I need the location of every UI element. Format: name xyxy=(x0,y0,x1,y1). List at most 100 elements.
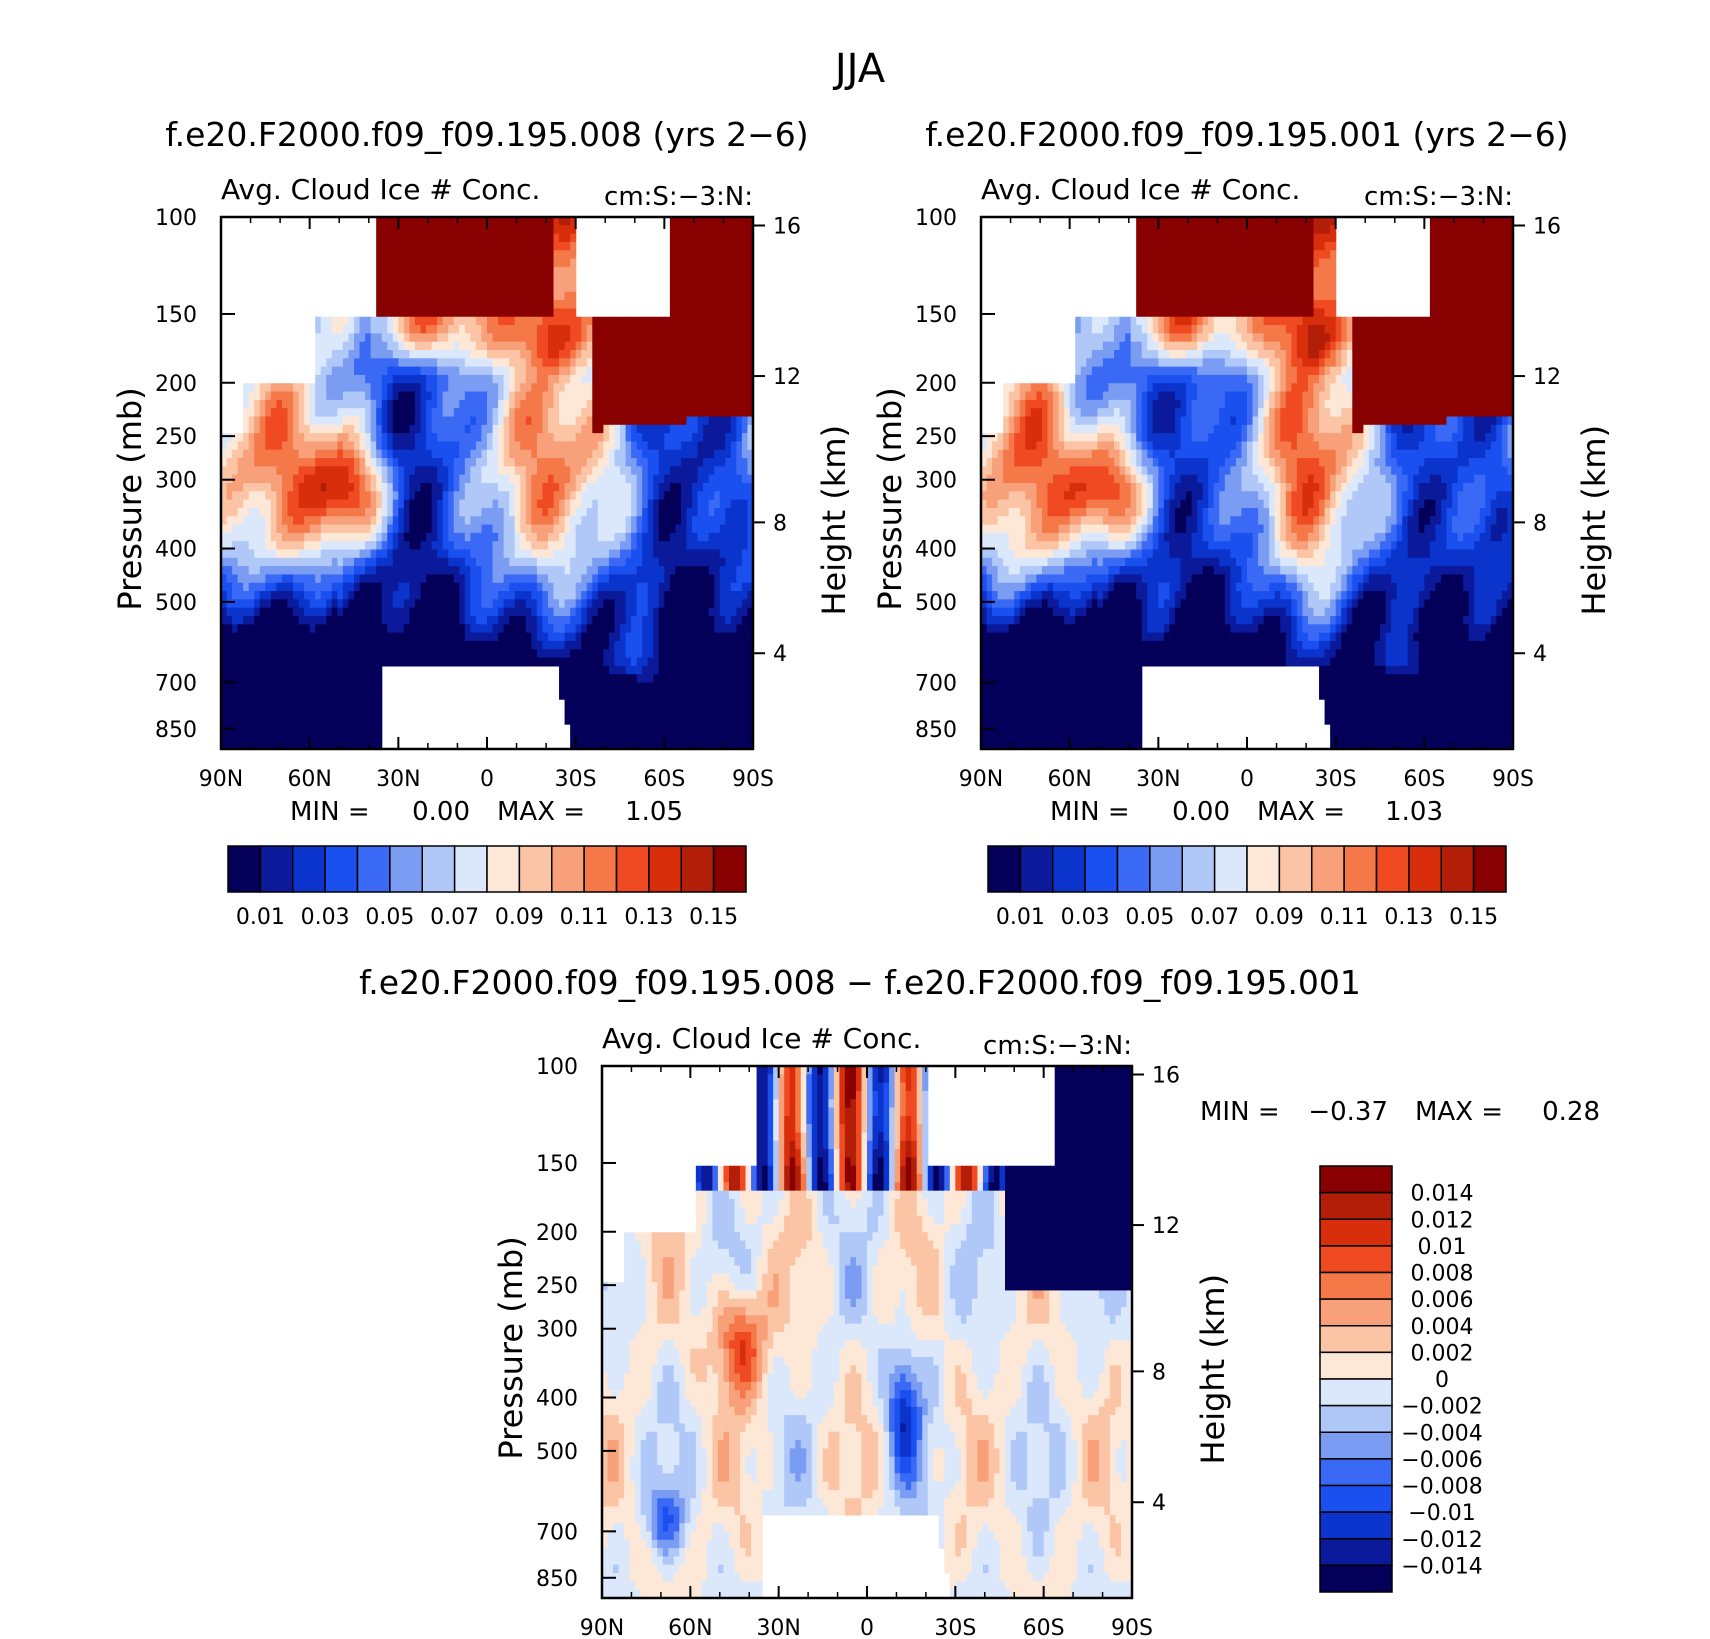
colorbar-swatch xyxy=(486,845,521,893)
colorbar-swatch xyxy=(1319,1165,1393,1194)
colorbar-swatch xyxy=(1408,845,1442,893)
colorbar-swatch xyxy=(389,845,423,893)
y-tick-label: 250 xyxy=(915,425,957,450)
y-right-tick-label: 16 xyxy=(1152,1064,1180,1089)
x-tick-label: 30S xyxy=(934,1616,976,1639)
chart-panel-3: f.e20.F2000.f09_f09.195.008 − f.e20.F200… xyxy=(359,963,1600,1639)
colorbar-swatch xyxy=(1319,1191,1393,1220)
colorbar-swatch xyxy=(1319,1218,1393,1247)
colorbar-label: −0.012 xyxy=(1401,1528,1482,1553)
x-tick-label: 30S xyxy=(1315,767,1357,792)
colorbar-label: 0.01 xyxy=(236,905,285,930)
y-axis-label: Pressure (mb) xyxy=(111,387,149,610)
y-axis-label-right: Height (km) xyxy=(1194,1274,1232,1465)
colorbar-swatch xyxy=(356,845,391,893)
contour-field xyxy=(981,217,1513,749)
panel-subtitle-left: Avg. Cloud Ice # Conc. xyxy=(981,173,1300,206)
colorbar-swatch xyxy=(1311,845,1345,893)
colorbar-swatch xyxy=(518,845,553,893)
colorbar-swatch xyxy=(1319,1271,1393,1300)
y-tick-label: 700 xyxy=(155,671,197,696)
y-axis-label-right: Height (km) xyxy=(1575,425,1613,616)
colorbar-label: 0.014 xyxy=(1411,1182,1474,1207)
x-tick-label: 90N xyxy=(959,767,1003,792)
colorbar-label: 0.13 xyxy=(624,905,673,930)
colorbar-label: 0.03 xyxy=(301,905,350,930)
x-tick-label: 90N xyxy=(199,767,243,792)
x-tick-label: 60N xyxy=(668,1616,712,1639)
y-right-tick-label: 12 xyxy=(1533,365,1561,390)
colorbar-swatch xyxy=(1319,1431,1393,1460)
colorbar-label: 0.002 xyxy=(1411,1341,1474,1366)
colorbar-swatch xyxy=(1319,1511,1393,1540)
panel-subtitle-right: cm:S:−3:N: xyxy=(604,182,753,212)
colorbar-swatch xyxy=(1319,1404,1393,1433)
chart-panel-1: f.e20.F2000.f09_f09.195.008 (yrs 2−6) Avg… xyxy=(111,115,853,827)
y-tick-label: 250 xyxy=(536,1274,578,1299)
y-right-tick-label: 4 xyxy=(1152,1491,1166,1516)
colorbar-swatch xyxy=(987,845,1022,893)
x-tick-label: 30N xyxy=(1136,767,1180,792)
colorbar-swatch xyxy=(1472,845,1507,893)
x-tick-label: 60S xyxy=(1023,1616,1065,1639)
colorbar-label: 0.07 xyxy=(430,905,479,930)
y-tick-label: 500 xyxy=(915,591,957,616)
colorbar-swatch xyxy=(421,845,456,893)
colorbar-swatch xyxy=(648,845,682,893)
colorbar-label: 0.11 xyxy=(560,905,609,930)
colorbar-label: −0.014 xyxy=(1401,1554,1482,1579)
panel-subtitle-right: cm:S:−3:N: xyxy=(983,1031,1132,1061)
colorbar-swatch xyxy=(1052,845,1086,893)
colorbar-label: 0 xyxy=(1435,1368,1449,1393)
colorbar-swatch xyxy=(1319,1378,1393,1407)
colorbar-swatch xyxy=(453,845,488,893)
colorbar-label: 0.05 xyxy=(1125,905,1174,930)
max-label: MAX = xyxy=(1257,797,1345,827)
y-tick-label: 150 xyxy=(155,303,197,328)
panel-title: f.e20.F2000.f09_f09.195.008 − f.e20.F200… xyxy=(359,963,1361,1002)
colorbar-swatch xyxy=(1319,1458,1393,1487)
max-value: 0.28 xyxy=(1542,1097,1600,1127)
y-axis-label: Pressure (mb) xyxy=(492,1236,530,1459)
colorbar-swatch xyxy=(615,845,650,893)
min-label: MIN = xyxy=(1200,1097,1280,1127)
colorbar-label: −0.008 xyxy=(1401,1475,1482,1500)
colorbar-label: −0.004 xyxy=(1401,1421,1482,1446)
colorbar-label: 0.07 xyxy=(1190,905,1239,930)
colorbar-swatch xyxy=(1319,1245,1393,1274)
x-tick-label: 0 xyxy=(1240,767,1254,792)
y-tick-label: 100 xyxy=(155,206,197,231)
colorbar-swatch xyxy=(1343,845,1378,893)
colorbar-label: 0.012 xyxy=(1411,1208,1474,1233)
colorbar-label: 0.01 xyxy=(1418,1235,1467,1260)
y-tick-label: 700 xyxy=(915,671,957,696)
min-label: MIN = xyxy=(290,797,370,827)
colorbar-label: 0.09 xyxy=(495,905,544,930)
x-tick-label: 90S xyxy=(1492,767,1534,792)
y-tick-label: 400 xyxy=(155,538,197,563)
max-label: MAX = xyxy=(497,797,585,827)
colorbar-label: 0.008 xyxy=(1411,1262,1474,1287)
colorbar-swatch xyxy=(259,845,294,893)
colorbar: 0.0140.0120.010.0080.0060.0040.0020−0.00… xyxy=(1319,1165,1483,1593)
colorbar-swatch xyxy=(324,845,359,893)
y-tick-label: 850 xyxy=(155,718,197,743)
y-right-tick-label: 4 xyxy=(1533,642,1547,667)
colorbar-swatch xyxy=(1246,845,1281,893)
panel-subtitle-left: Avg. Cloud Ice # Conc. xyxy=(221,173,540,206)
y-tick-label: 300 xyxy=(536,1318,578,1343)
y-tick-label: 300 xyxy=(155,469,197,494)
y-tick-label: 500 xyxy=(155,591,197,616)
y-tick-label: 850 xyxy=(536,1567,578,1592)
colorbar-label: 0.11 xyxy=(1320,905,1369,930)
x-tick-label: 30S xyxy=(555,767,597,792)
colorbar-swatch xyxy=(551,845,585,893)
max-value: 1.05 xyxy=(625,797,683,827)
x-tick-label: 0 xyxy=(860,1616,874,1639)
y-right-tick-label: 8 xyxy=(1533,511,1547,536)
colorbar-label: 0.006 xyxy=(1411,1288,1474,1313)
x-tick-label: 0 xyxy=(480,767,494,792)
colorbar-swatch xyxy=(1278,845,1313,893)
colorbar-swatch xyxy=(1319,1538,1393,1567)
